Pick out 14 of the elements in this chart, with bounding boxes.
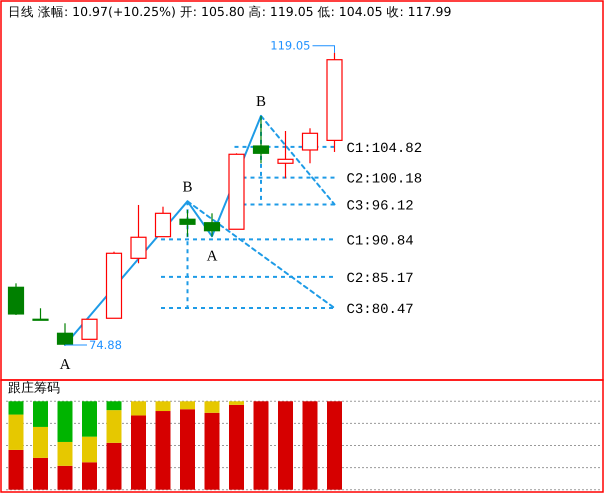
ref-line-label: C2:100.18 [346, 172, 422, 188]
annotation: B [182, 179, 193, 196]
annotation: 74.88 [89, 338, 122, 352]
annotation: B [256, 94, 266, 110]
ref-line-label: C1:90.84 [346, 233, 414, 250]
ref-line-label: C1:104.82 [346, 140, 422, 157]
chart-title: 日线 涨幅: 10.97(+10.25%) 开: 105.80 高: 119.05 低: 104.05 收: 117.99 [8, 4, 452, 19]
text: A [60, 357, 71, 373]
chart-title: 跟庄筹码 [8, 381, 60, 396]
ref-line-label: C3:96.12 [346, 198, 414, 214]
ref-line-label: C3:80.47 [346, 302, 414, 318]
annotation: 119.05 [270, 38, 310, 53]
ref-line-label: C2:85.17 [346, 270, 414, 287]
annotation: A [206, 248, 218, 264]
